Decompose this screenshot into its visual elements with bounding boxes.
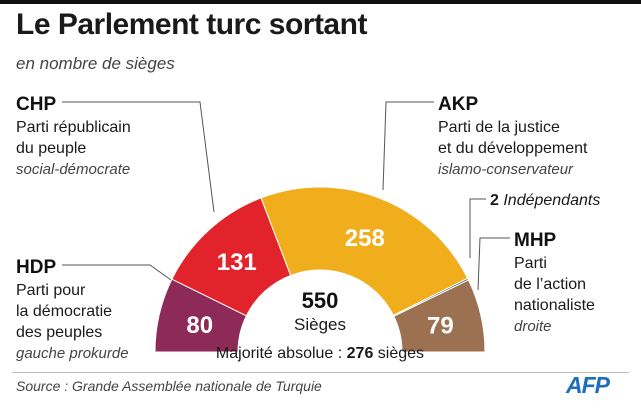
center-total: 550 Sièges Majorité absolue : 276 sièges — [216, 288, 424, 362]
majority-unit: sièges — [373, 345, 424, 362]
value-chp: 131 — [217, 249, 257, 276]
label-chp-name-0: Parti républicain — [16, 119, 131, 136]
seat-arcs — [154, 186, 486, 353]
label-chp-desc: social-démocrate — [16, 161, 130, 178]
label-hdp-desc: gauche prokurde — [16, 345, 129, 362]
arc-mhp — [393, 279, 486, 353]
value-akp: 258 — [345, 225, 385, 252]
label-independants-name: Indépendants — [503, 192, 600, 209]
label-independants: 2 Indépendants — [490, 192, 600, 209]
total-label: Sièges — [294, 315, 346, 334]
majority-label: Majorité absolue : — [216, 345, 347, 362]
leader-akp — [382, 101, 434, 191]
page-subtitle: en nombre de sièges — [16, 54, 175, 73]
value-mhp: 79 — [427, 312, 454, 339]
leader-independants — [469, 198, 486, 258]
total-seats: 550 — [302, 288, 339, 313]
value-hdp: 80 — [186, 312, 213, 339]
source-note: Source : Grande Assemblée nationale de T… — [16, 378, 322, 394]
leader-mhp — [477, 237, 510, 291]
label-chp-name-1: du peuple — [16, 140, 86, 157]
top-rule — [0, 0, 641, 4]
page-title: Le Parlement turc sortant — [16, 8, 367, 41]
label-akp-abbr: AKP — [438, 94, 478, 115]
party-labels: HDP Parti pour la démocratie des peuples gau… — [16, 94, 600, 362]
majority-value: 276 — [347, 345, 374, 362]
label-independants-value: 2 — [490, 192, 503, 209]
label-mhp-desc: droite — [514, 318, 552, 335]
footer-rule — [12, 372, 629, 373]
label-hdp-name-2: des peuples — [16, 324, 102, 341]
seat-values: 80 131 258 79 — [186, 225, 453, 339]
label-hdp-name-1: la démocratie — [16, 303, 112, 320]
label-akp-name-1: et du développement — [438, 140, 588, 157]
label-mhp-name-2: nationaliste — [514, 297, 595, 314]
arc-akp — [260, 186, 469, 317]
label-hdp-name-0: Parti pour — [16, 282, 86, 299]
label-chp-abbr: CHP — [16, 94, 56, 115]
label-mhp-name-1: de l’action — [514, 276, 586, 293]
label-akp-name-0: Parti de la justice — [438, 119, 560, 136]
label-hdp-abbr: HDP — [16, 257, 56, 278]
label-akp-desc: islamo-conservateur — [438, 161, 574, 178]
afp-logo: AFP — [566, 372, 610, 398]
majority-line: Majorité absolue : 276 sièges — [216, 345, 424, 362]
label-mhp-abbr: MHP — [514, 230, 557, 251]
label-mhp-name-0: Parti — [514, 255, 547, 272]
leader-chp — [62, 101, 215, 213]
